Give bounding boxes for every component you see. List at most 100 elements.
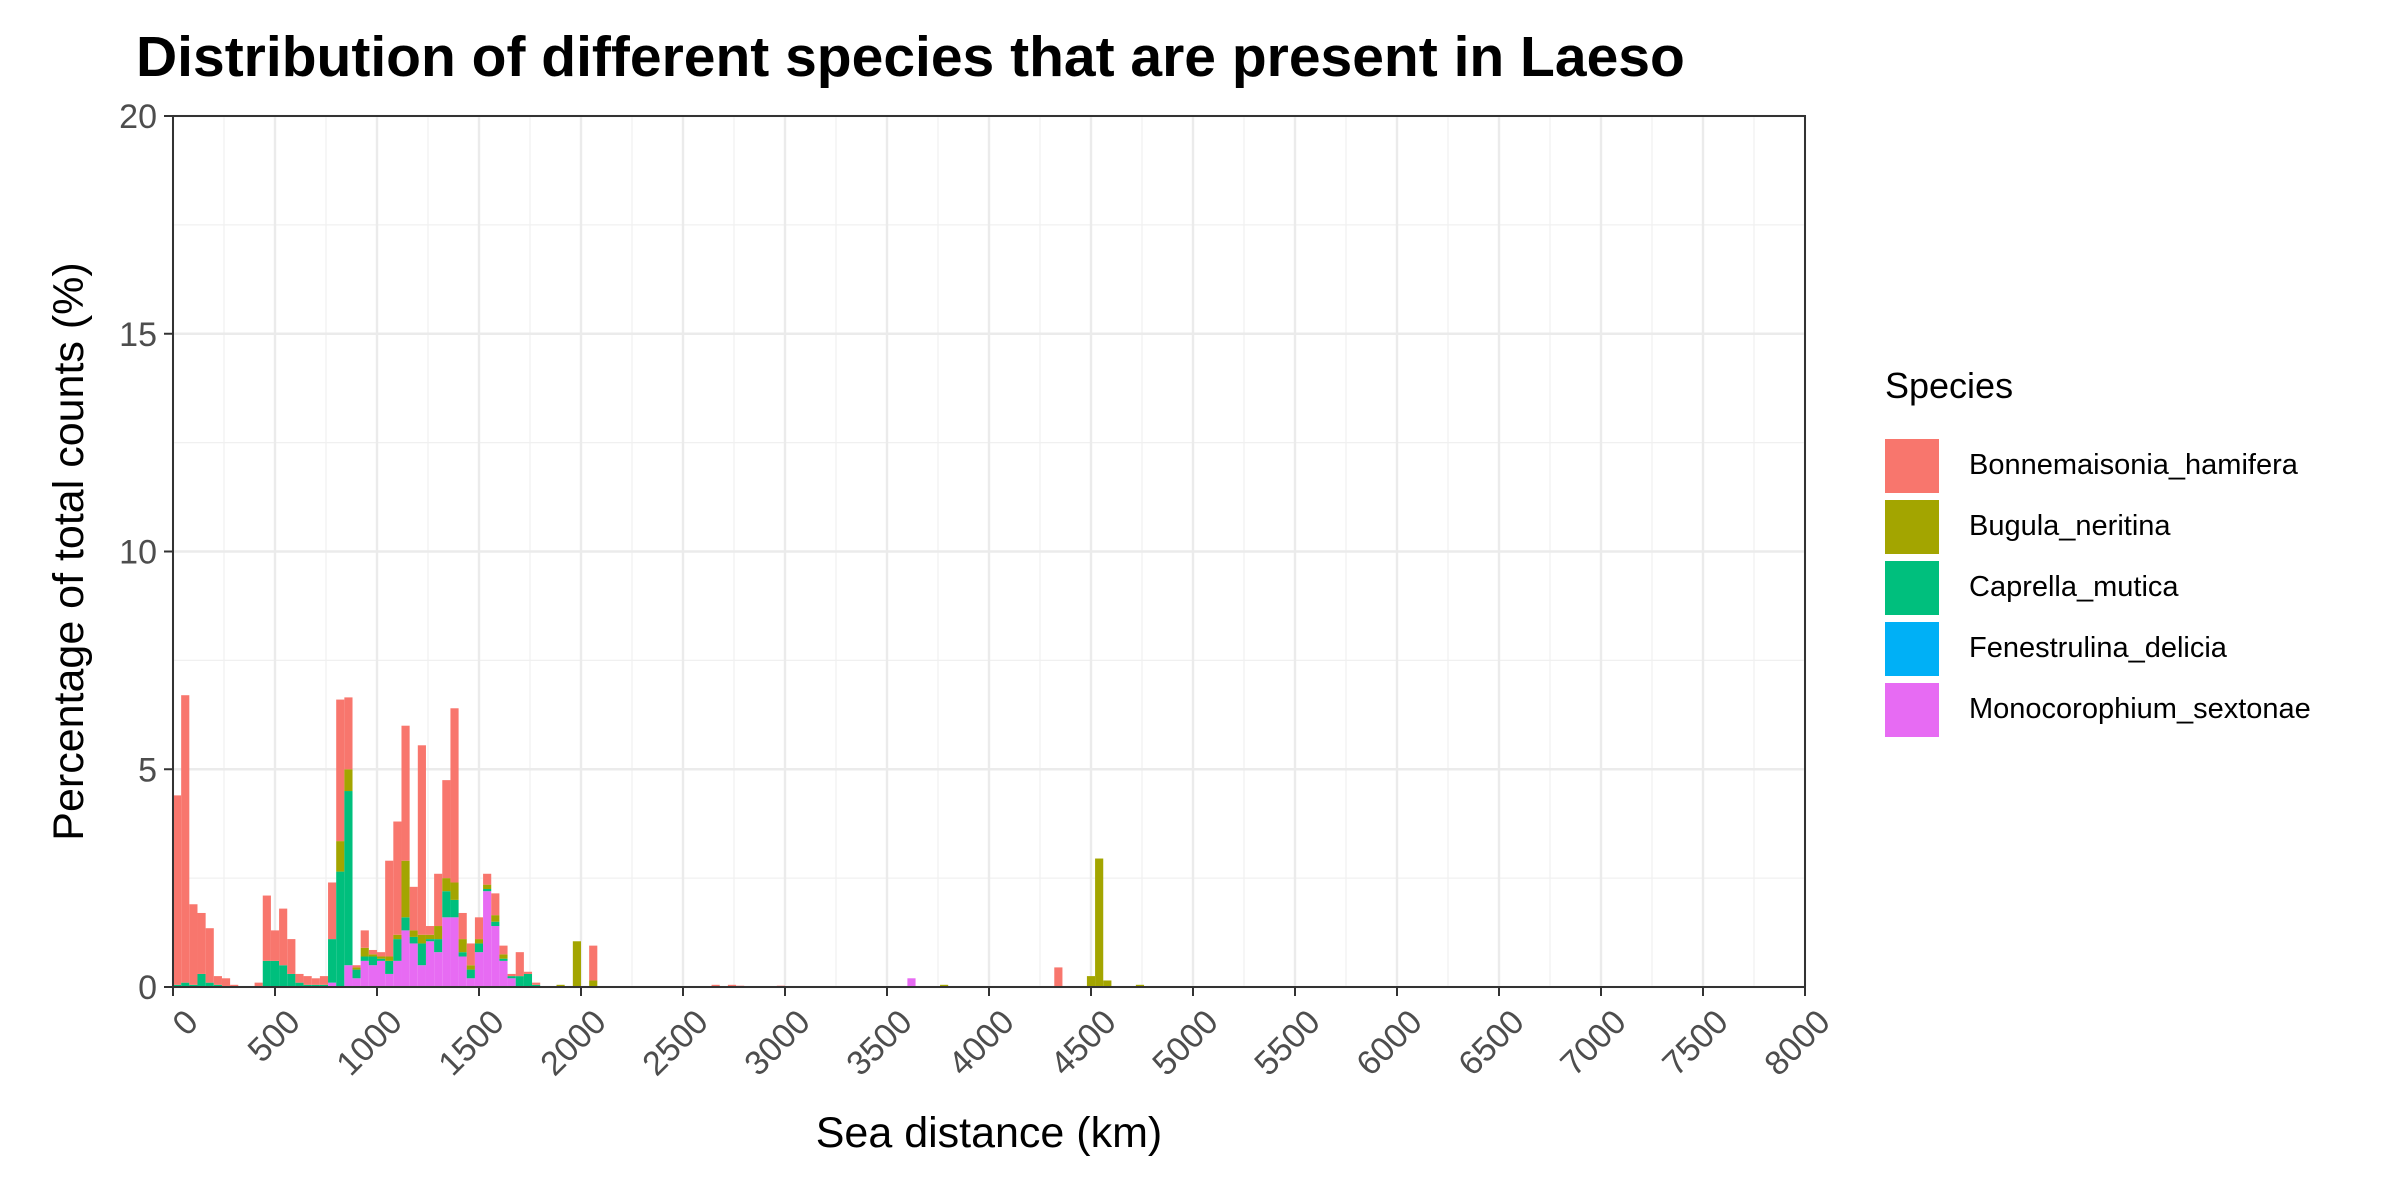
bar-segment — [328, 982, 337, 987]
bar-segment — [907, 978, 916, 987]
bar-segment — [458, 952, 467, 957]
bar-segment — [483, 884, 492, 890]
bar-segment — [483, 889, 492, 892]
bar-segment — [442, 917, 451, 987]
bar-segment — [507, 973, 516, 977]
bar-segment — [507, 978, 516, 987]
bar-segment — [295, 982, 304, 987]
x-tick-label: 4500 — [1043, 1003, 1123, 1083]
bar-segment — [173, 984, 182, 987]
bar-segment — [442, 891, 451, 918]
bar-segment — [491, 921, 500, 927]
bar-segment — [393, 939, 402, 961]
bar-segment — [368, 965, 377, 987]
legend-label: Bugula_neritina — [1969, 510, 2171, 542]
y-tick-label: 10 — [119, 534, 157, 572]
bar-segment — [417, 965, 426, 987]
bar-segment — [173, 795, 182, 985]
bar-segment — [360, 947, 369, 957]
y-axis-title: Percentage of total counts (%) — [45, 262, 93, 840]
bar-segment — [385, 960, 394, 974]
legend-swatch — [1885, 621, 1939, 676]
bar-segment — [466, 965, 475, 970]
bar-segment — [442, 878, 451, 892]
bar-segment — [523, 973, 533, 987]
bar-segment — [393, 934, 402, 940]
bar-segment — [221, 978, 231, 987]
bar-segment — [205, 982, 214, 987]
bar-segment — [295, 973, 304, 983]
legend-label: Caprella_mutica — [1969, 571, 2179, 603]
bar-segment — [344, 965, 353, 987]
bar-segment — [352, 967, 361, 970]
bar-segment — [270, 960, 280, 987]
bar-segment — [181, 695, 190, 983]
bar-segment — [515, 976, 524, 987]
bars-layer — [173, 695, 1145, 987]
bar-segment — [727, 984, 737, 987]
bar-segment — [491, 926, 500, 987]
bar-segment — [328, 939, 337, 983]
bar-segment — [450, 708, 459, 883]
x-tick-label: 7000 — [1553, 1003, 1633, 1083]
bar-segment — [368, 956, 377, 966]
bar-segment — [319, 984, 329, 987]
bar-segment — [311, 978, 320, 985]
bar-segment — [303, 984, 312, 987]
bar-segment — [360, 960, 369, 987]
bar-segment — [409, 930, 418, 937]
bar-segment — [319, 976, 329, 985]
y-tick-label: 20 — [119, 98, 157, 136]
bar-segment — [409, 936, 418, 944]
x-tick-label: 2500 — [635, 1003, 715, 1083]
bar-segment — [556, 984, 565, 987]
bar-segment — [474, 917, 484, 940]
bar-segment — [385, 956, 394, 961]
bar-segment — [189, 984, 198, 987]
x-tick-label: 3000 — [737, 1003, 817, 1083]
bar-segment — [352, 978, 361, 987]
legend-label: Fenestrulina_delicia — [1969, 632, 2227, 664]
x-tick-label: 2000 — [533, 1003, 613, 1083]
bar-segment — [377, 956, 386, 959]
bar-segment — [401, 725, 410, 861]
bar-segment — [572, 941, 581, 987]
bar-segment — [213, 976, 222, 985]
bar-segment — [401, 930, 410, 987]
bar-segment — [409, 886, 418, 931]
bar-segment — [458, 912, 467, 940]
bar-segment — [483, 891, 492, 987]
bar-segment — [352, 969, 361, 979]
x-tick-label: 5500 — [1247, 1003, 1327, 1083]
bar-segment — [417, 943, 426, 966]
x-tick-label: 500 — [241, 1003, 308, 1070]
legend-label: Monocorophium_sextonae — [1969, 693, 2311, 725]
x-tick-label: 8000 — [1757, 1003, 1837, 1083]
bar-segment — [450, 882, 459, 900]
bar-segment — [450, 899, 459, 918]
legend-title: Species — [1885, 365, 2014, 406]
bar-segment — [344, 791, 353, 966]
x-axis-title: Sea distance (km) — [816, 1109, 1163, 1157]
bar-segment — [262, 895, 271, 961]
bar-segment — [287, 939, 296, 974]
bar-segment — [279, 908, 288, 966]
bar-segment — [287, 973, 296, 987]
bar-segment — [532, 984, 541, 987]
bar-segment — [434, 952, 443, 987]
legend-item: Fenestrulina_delicia — [1885, 618, 2311, 679]
bar-segment — [474, 952, 484, 987]
bar-segment — [532, 982, 541, 985]
x-tick-label: 4000 — [941, 1003, 1021, 1083]
legend-swatch — [1885, 560, 1939, 615]
legend-label: Bonnemaisonia_hamifera — [1969, 449, 2298, 481]
bar-segment — [377, 952, 386, 957]
bar-segment — [711, 984, 720, 987]
bar-segment — [393, 960, 402, 987]
bar-segment — [181, 982, 190, 987]
legend-item: Caprella_mutica — [1885, 557, 2311, 618]
bar-segment — [377, 958, 386, 961]
bar-segment — [425, 939, 435, 942]
legend-swatch — [1885, 499, 1939, 554]
bar-segment — [303, 976, 312, 985]
